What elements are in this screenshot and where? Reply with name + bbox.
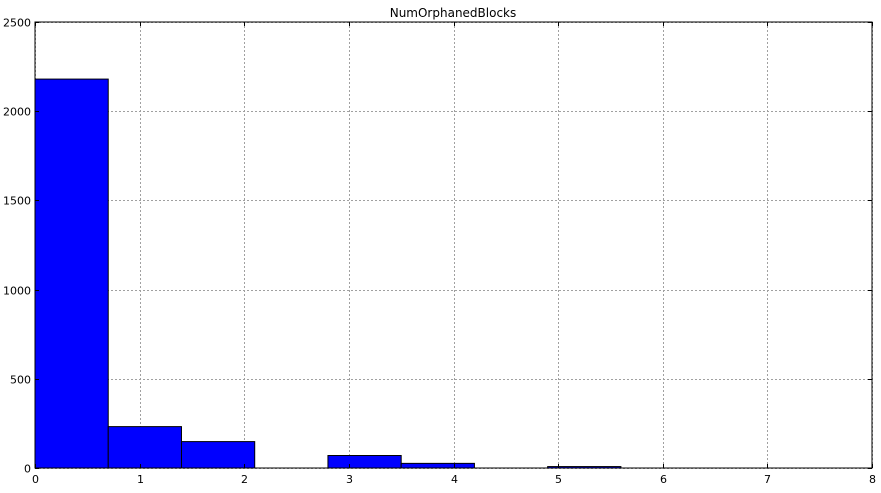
x-tick-label: 0 <box>32 473 39 486</box>
x-tick-label: 8 <box>869 473 876 486</box>
x-tick-label: 7 <box>764 473 771 486</box>
y-tick-label: 1000 <box>3 285 31 298</box>
y-tick-label: 500 <box>10 374 31 387</box>
histogram-bars <box>34 78 622 469</box>
y-tick-label: 1500 <box>3 195 31 208</box>
histogram-bar <box>34 78 109 469</box>
y-tick-label: 2000 <box>3 106 31 119</box>
chart-title: NumOrphanedBlocks <box>390 6 517 20</box>
histogram-bar <box>180 441 256 469</box>
y-tick-label: 0 <box>24 463 31 476</box>
y-tick-labels: 0 500 1000 1500 2000 2500 <box>3 17 31 476</box>
histogram-bar <box>327 455 402 469</box>
axis-ticks <box>35 22 873 469</box>
y-tick-label: 2500 <box>3 17 31 30</box>
histogram-bar <box>400 462 475 469</box>
x-tick-label: 6 <box>660 473 667 486</box>
x-tick-label: 2 <box>241 473 248 486</box>
plot-frame <box>34 21 873 469</box>
x-tick-label: 1 <box>137 473 144 486</box>
x-tick-labels: 0 1 2 3 4 5 6 7 8 <box>32 473 876 486</box>
grid-lines <box>35 22 873 469</box>
x-tick-label: 3 <box>346 473 353 486</box>
x-tick-label: 4 <box>451 473 458 486</box>
histogram-bar <box>107 426 182 469</box>
x-tick-label: 5 <box>555 473 562 486</box>
